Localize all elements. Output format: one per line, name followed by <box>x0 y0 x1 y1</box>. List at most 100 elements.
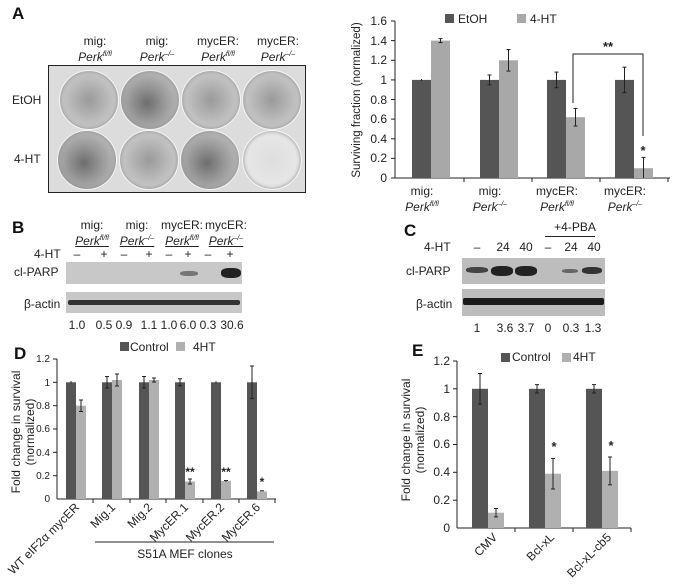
blot-b-quant-5: 1.0 <box>160 318 178 332</box>
plate-col-label-4: mycER: Perk–/– <box>257 34 299 64</box>
blot-b-row-bactin: β-actin <box>24 297 61 311</box>
chart-e-xlabels: CMV Bcl-xL Bcl-xL-cb5 <box>471 530 614 580</box>
bar-d-4ht-3 <box>149 380 159 499</box>
chart-a-ylabel: Surviving fraction (normalized) <box>351 22 363 177</box>
chart-a-error-bars <box>421 38 646 178</box>
svg-text:0.8: 0.8 <box>433 410 450 424</box>
chart-e-ylabel-1: Fold change in survival <box>399 379 413 502</box>
svg-text:Bcl-xL: Bcl-xL <box>524 530 558 564</box>
blot-b-quant-2: 0.5 <box>95 318 113 332</box>
dish-4ht-mycer-ko <box>242 130 302 190</box>
legend-d-4ht-swatch <box>176 342 185 351</box>
bar-a-etoh-3 <box>547 79 566 178</box>
chart-a-xlabel-4: mycER: Perk–/– <box>604 184 646 214</box>
bar-a-etoh-1 <box>412 79 431 178</box>
bar-e-4ht-2 <box>545 473 561 528</box>
dish-etoh-mycer-ko <box>242 70 302 130</box>
bar-e-4ht-3 <box>602 470 618 528</box>
chart-d-ylabel-2: (normalized) <box>23 399 37 466</box>
dish-4ht-mig-ko <box>119 130 179 190</box>
bar-a-4ht-1 <box>431 40 450 178</box>
svg-text:*: * <box>608 438 614 453</box>
blot-c-lane-4: – <box>544 240 552 254</box>
blot-b-quant-8: 30.6 <box>220 318 244 332</box>
dish-4ht-mig-flfl <box>57 130 117 190</box>
blot-b-quant-1: 1.0 <box>68 318 86 332</box>
svg-text:1: 1 <box>44 378 50 389</box>
svg-text:0.8: 0.8 <box>370 93 387 107</box>
blot-b-quant-4: 1.1 <box>140 318 158 332</box>
legend-e-control-label: Control <box>512 350 551 364</box>
svg-text:0.6: 0.6 <box>36 424 50 435</box>
chart-a-xlabel-1: mig: Perkfl/fl <box>405 184 439 214</box>
bar-d-control-5 <box>211 382 221 499</box>
blot-c-lane-3: 40 <box>519 240 533 254</box>
svg-text:WT eIF2α mycER: WT eIF2α mycER <box>5 500 82 577</box>
chart-a-xlabel-3: mycER: Perkfl/fl <box>536 184 578 214</box>
legend-e-4ht-label: 4HT <box>573 350 596 364</box>
chart-a-yticks: 0 0.2 0.4 0.6 0.8 1 1.2 1.4 1.6 <box>370 14 387 185</box>
blot-c-lane-5: 24 <box>564 240 578 254</box>
svg-text:0.6: 0.6 <box>370 112 387 126</box>
legend-e-control-swatch <box>501 353 510 362</box>
blot-c-row-bactin: β-actin <box>416 297 453 311</box>
blot-b-group-1: mig: Perkfl/fl <box>75 218 109 248</box>
svg-text:0: 0 <box>443 521 450 535</box>
legend-d-control-swatch <box>120 342 129 351</box>
blot-c-quant-5: 0.3 <box>562 321 580 335</box>
svg-text:1: 1 <box>380 73 387 87</box>
svg-text:0.6: 0.6 <box>433 437 450 451</box>
bar-d-4ht-5 <box>221 480 231 499</box>
panel-b-letter: B <box>12 218 25 237</box>
blot-b-clparp-strip <box>66 262 242 284</box>
blot-b-quant-6: 6.0 <box>179 318 197 332</box>
chart-d-yticks: 0 0.2 0.4 0.6 0.8 1 1.2 <box>36 354 50 505</box>
bar-d-4ht-2 <box>112 380 122 499</box>
svg-text:Mig.2: Mig.2 <box>124 500 155 531</box>
band-c-clparp-3 <box>515 266 537 276</box>
chart-a: Surviving fraction (normalized) EtOH 4-H… <box>351 12 670 185</box>
bar-a-etoh-2 <box>480 79 499 178</box>
svg-text:1.4: 1.4 <box>370 34 387 48</box>
blot-b-group-4: mycER: Perk–/– <box>205 218 247 248</box>
bar-d-4ht-6 <box>257 491 267 499</box>
chart-d-axes <box>53 358 276 503</box>
svg-text:1: 1 <box>443 382 450 396</box>
bar-e-control-2 <box>529 388 545 528</box>
svg-text:*: * <box>551 439 557 454</box>
blot-c-clparp-strip <box>462 258 605 284</box>
svg-text:0.2: 0.2 <box>36 471 50 482</box>
blot-b-quant-3: 0.9 <box>115 318 133 332</box>
panel-d-letter: D <box>14 344 27 363</box>
svg-text:CMV: CMV <box>471 530 500 559</box>
blot-c-bracket-label: +4-PBA <box>554 220 596 234</box>
chart-a-bars <box>412 40 653 178</box>
legend-4ht-swatch <box>517 14 526 23</box>
blot-b-lane-4: + <box>145 247 153 261</box>
chart-d-ylabel-1: Fold change in survival <box>9 371 23 494</box>
blot-c-bracket-line <box>545 236 595 237</box>
chart-d-xlabels: WT eIF2α mycER Mig.1 Mig.2 MycER.1 MycER… <box>5 500 263 577</box>
blot-c-lane-1: – <box>473 240 481 254</box>
bar-d-control-3 <box>139 382 149 499</box>
chart-e-yticks: 0 0.2 0.4 0.6 0.8 1 1.2 <box>433 354 450 535</box>
blot-b-bactin-strip <box>66 292 242 313</box>
blot-c-lane-2: 24 <box>496 240 510 254</box>
svg-text:*: * <box>640 143 646 158</box>
band-c-clparp-5 <box>562 269 578 273</box>
band-b-clparp-6 <box>180 271 198 276</box>
panel-c-letter: C <box>404 221 417 240</box>
chart-e-error-bars <box>478 373 612 518</box>
dish-etoh-mig-flfl <box>59 70 119 130</box>
bar-a-4ht-3 <box>566 117 585 178</box>
bar-a-4ht-2 <box>499 60 518 178</box>
blot-c-treatment-label: 4-HT <box>424 240 451 254</box>
blot-b-row-clparp: cl-PARP <box>14 265 59 279</box>
chart-e: Fold change in survival (normalized) Con… <box>399 350 632 580</box>
blot-b-lane-6: + <box>184 247 192 261</box>
bar-d-control-4 <box>175 382 185 499</box>
colony-plate-photo <box>48 65 306 193</box>
chart-e-bars <box>472 388 618 528</box>
blot-c-quant-6: 1.3 <box>584 321 602 335</box>
legend-etoh-label: EtOH <box>458 12 487 26</box>
